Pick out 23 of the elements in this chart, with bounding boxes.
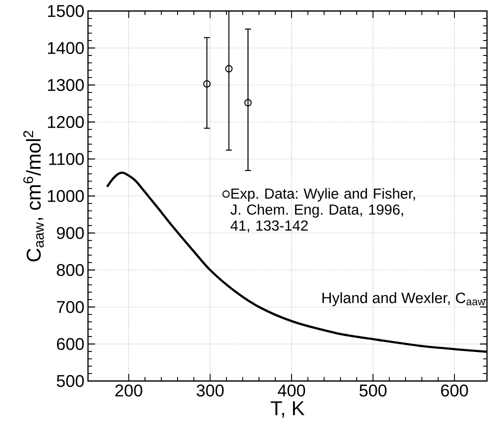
y-tick-label: 1300: [48, 78, 84, 92]
y-tick-label: 800: [56, 264, 84, 276]
x-axis-title: T, K: [270, 401, 304, 418]
y-tick-label: 500: [56, 374, 84, 388]
legend-label: Exp. Data: Wylie and Fisher, J. Chem. Eng. Data, 1996, 41, 133-142: [230, 188, 415, 232]
x-tick-label: 400: [278, 384, 306, 397]
x-tick-label: 300: [196, 384, 224, 397]
x-tick-label: 600: [441, 384, 468, 397]
y-tick-label: 600: [56, 338, 84, 350]
y-tick-label: 1000: [48, 190, 84, 202]
y-tick-label: 1200: [48, 116, 84, 128]
x-tick-label: 500: [360, 384, 387, 397]
y-tick-label: 1500: [48, 4, 84, 18]
y-tick-label: 900: [56, 226, 84, 240]
y-tick-label: 1400: [48, 42, 84, 54]
y-tick-label: 700: [56, 300, 84, 314]
x-tick-label: 200: [115, 384, 142, 397]
series-label: Hyland and Wexler, C$_{aaw}$: [322, 292, 486, 306]
point: [244, 99, 252, 106]
point: [225, 65, 233, 72]
point: [203, 80, 211, 88]
y-axis-title: C$_{aaw}$, cm$^{6}$/mol$^{2}$: [23, 130, 44, 262]
y-tick-label: 1100: [49, 152, 84, 166]
